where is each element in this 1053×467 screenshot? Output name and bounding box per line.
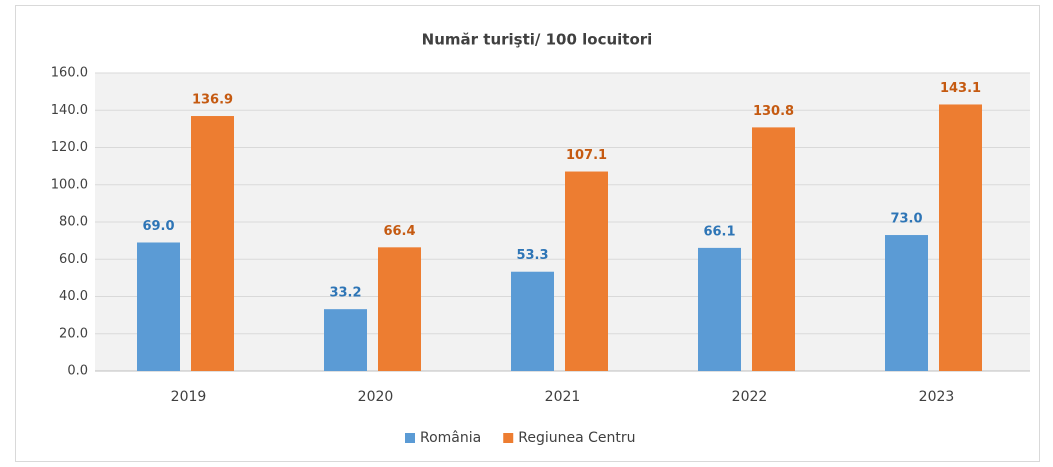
bar [885, 235, 928, 371]
y-tick-label: 160.0 [51, 66, 88, 81]
value-label: 73.0 [890, 212, 922, 227]
y-tick-label: 20.0 [59, 326, 88, 341]
x-tick-label: 2021 [545, 389, 581, 405]
value-label: 69.0 [142, 219, 174, 234]
bar [191, 116, 234, 372]
bar [378, 247, 421, 371]
bar [698, 247, 741, 371]
bar [752, 127, 795, 371]
bar [565, 171, 608, 371]
bar [324, 309, 367, 371]
value-label: 33.2 [329, 286, 361, 301]
legend-swatch [405, 433, 415, 443]
x-tick-label: 2020 [358, 389, 394, 405]
y-tick-label: 100.0 [51, 177, 88, 192]
chart-title: Număr turişti/ 100 locuitori [422, 31, 653, 49]
value-label: 107.1 [566, 148, 607, 163]
y-tick-label: 80.0 [59, 215, 88, 230]
x-tick-label: 2023 [919, 389, 955, 405]
legend-swatch [503, 433, 514, 443]
value-label: 143.1 [940, 81, 981, 96]
bar [939, 104, 982, 371]
value-label: 53.3 [516, 248, 548, 263]
y-tick-label: 60.0 [59, 252, 88, 267]
y-tick-label: 40.0 [59, 289, 88, 304]
bar [137, 242, 180, 371]
legend-label: România [420, 430, 481, 446]
bar [511, 271, 554, 371]
value-label: 66.1 [703, 224, 735, 239]
legend-label: Regiunea Centru [518, 430, 635, 446]
x-tick-label: 2019 [171, 389, 207, 405]
y-tick-label: 0.0 [67, 364, 88, 379]
value-label: 136.9 [192, 93, 233, 108]
value-label: 130.8 [753, 104, 794, 119]
x-tick-label: 2022 [732, 389, 768, 405]
y-tick-label: 120.0 [51, 140, 88, 155]
value-label: 66.4 [383, 224, 415, 239]
y-tick-label: 140.0 [51, 103, 88, 118]
